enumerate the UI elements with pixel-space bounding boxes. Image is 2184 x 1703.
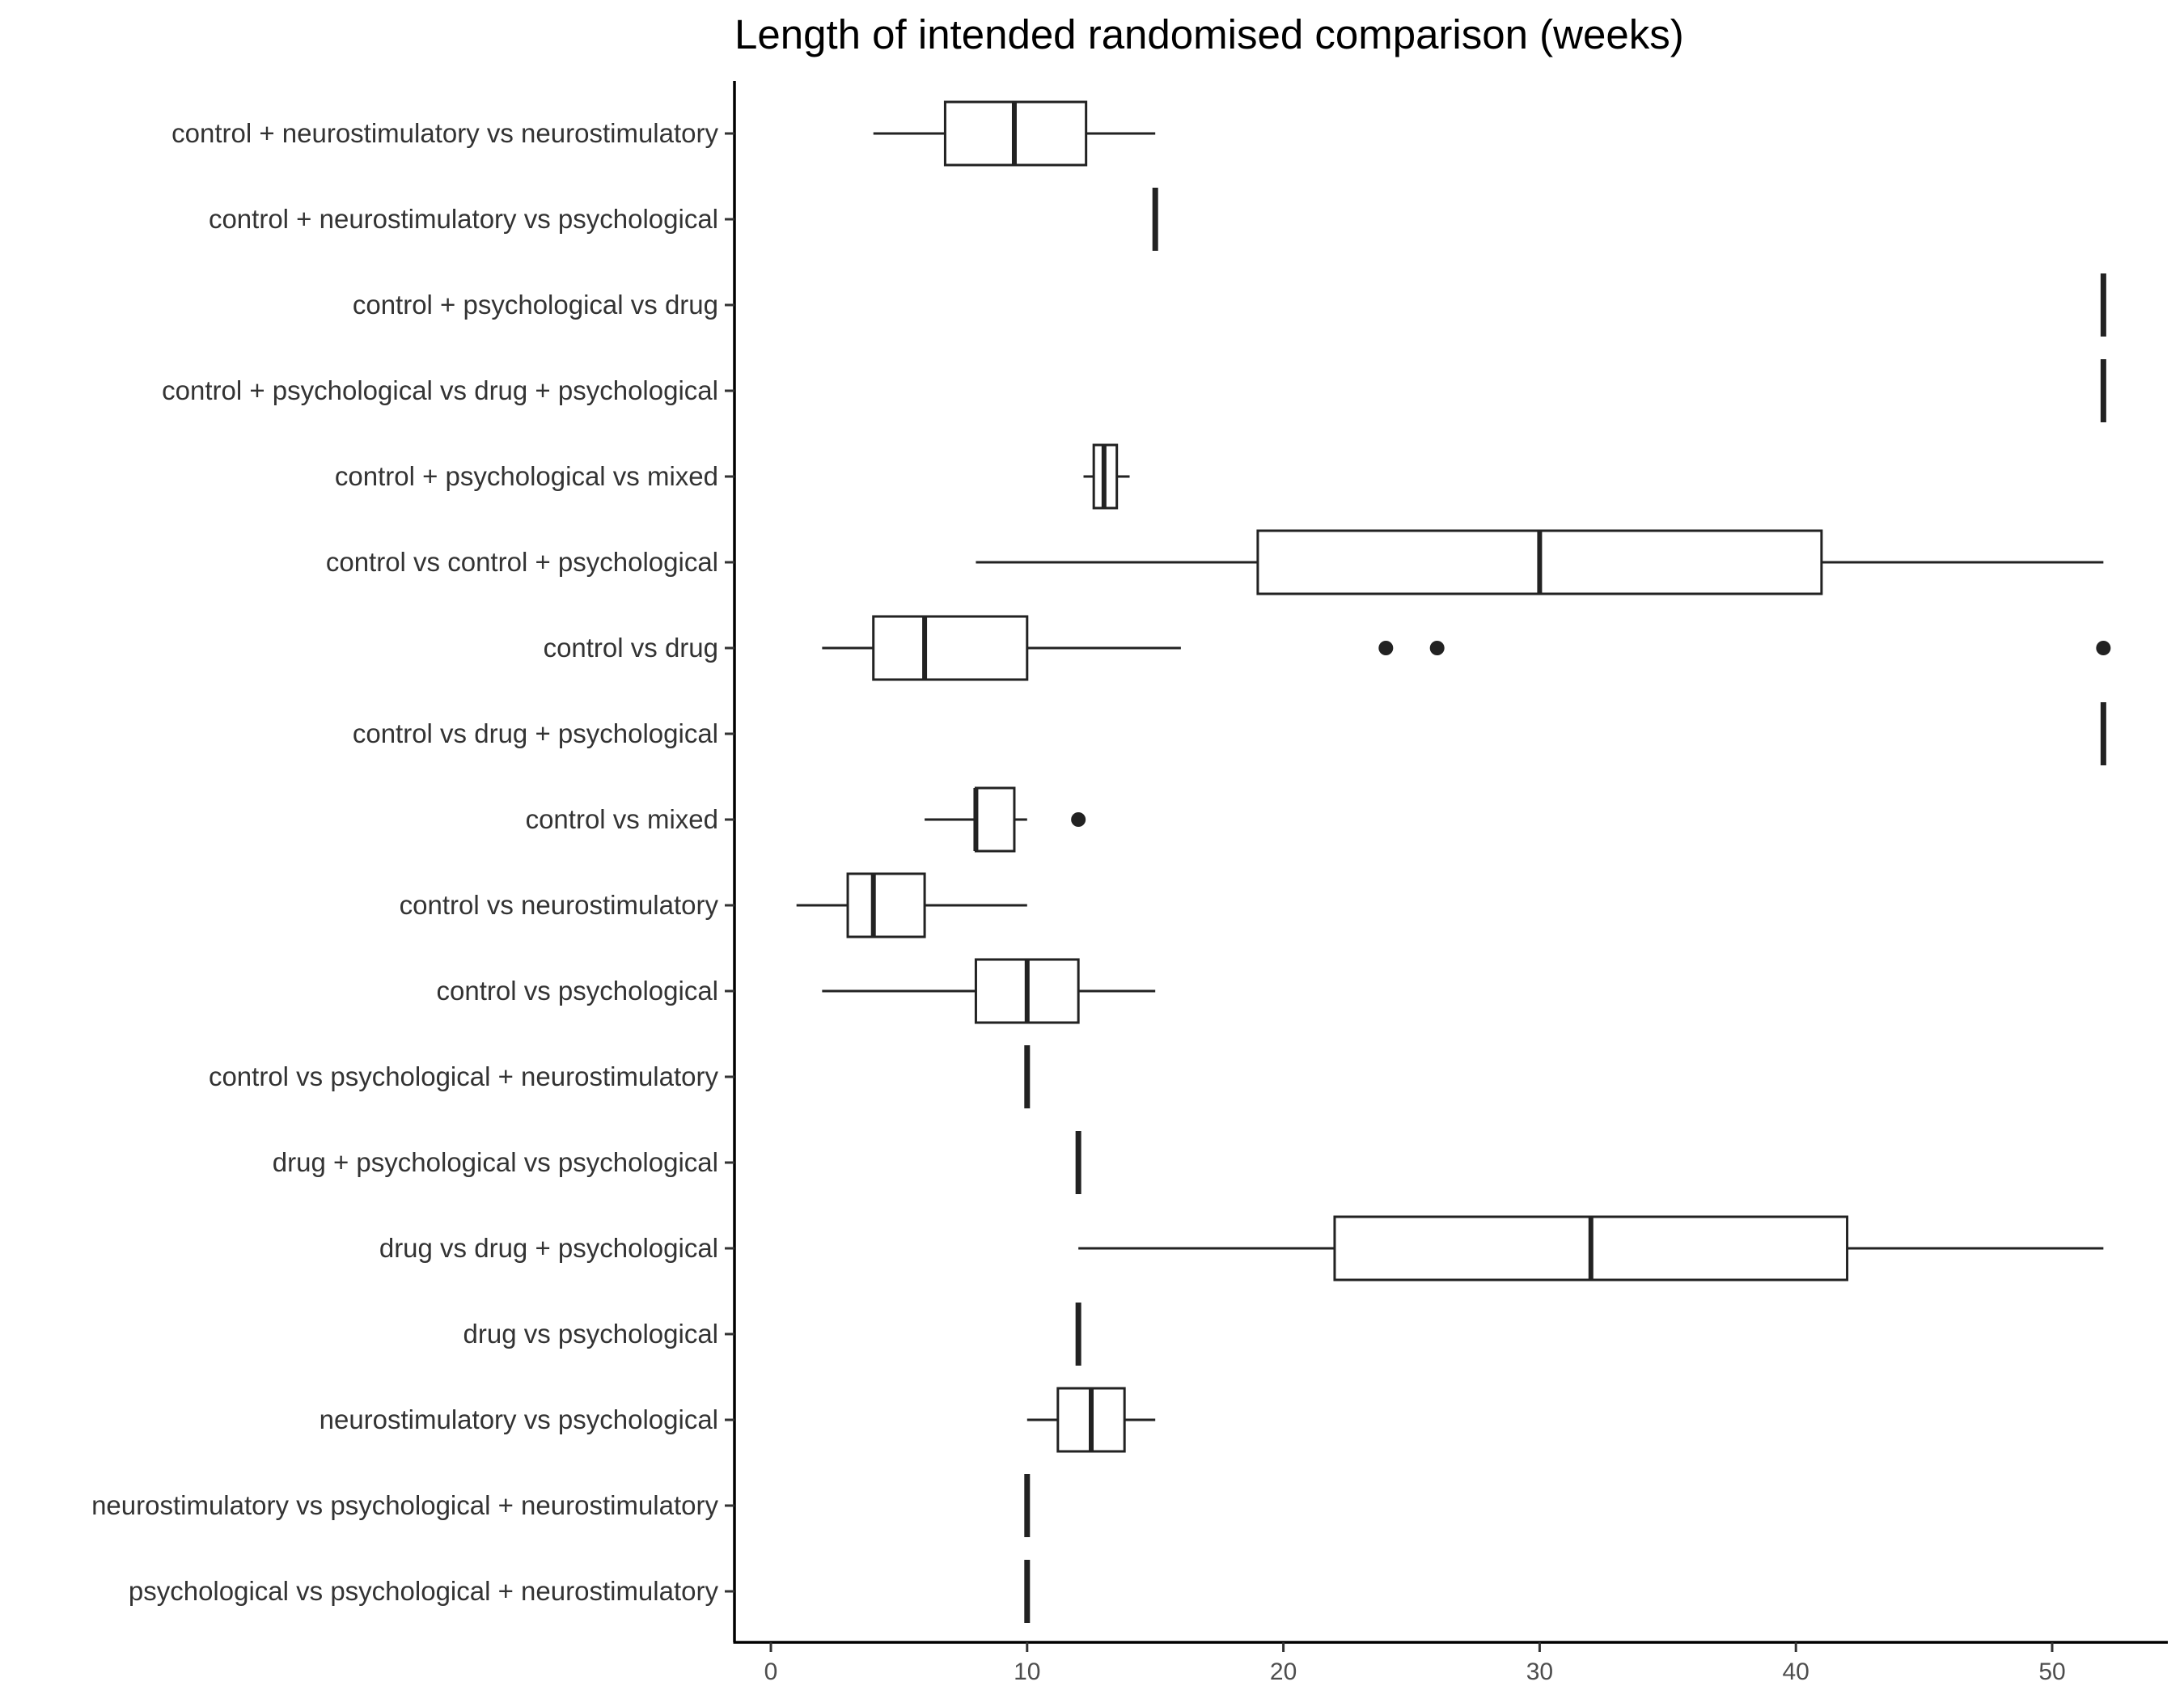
x-tick-label: 0: [764, 1659, 778, 1685]
category-label: control vs drug: [544, 633, 718, 663]
x-tick-label: 10: [1014, 1659, 1040, 1685]
x-axis-ticks: 0 10 20 30 40 50: [764, 1642, 2066, 1685]
box-iqr: [872, 615, 1029, 681]
category-label: control + neurostimulatory vs neurostimu…: [171, 118, 718, 148]
category-label: psychological vs psychological + neurost…: [129, 1576, 719, 1606]
category-label: control vs drug + psychological: [353, 718, 718, 748]
category-label: control vs psychological: [437, 976, 719, 1006]
category-label: neurostimulatory vs psychological: [320, 1404, 718, 1434]
box-group: [1078, 1215, 2104, 1281]
box-group: [873, 100, 1156, 167]
category-label: drug vs drug + psychological: [379, 1233, 718, 1263]
x-tick-label: 50: [2038, 1659, 2065, 1685]
boxes: [796, 100, 2111, 1623]
outlier-point: [1378, 641, 1394, 655]
x-tick-label: 30: [1526, 1659, 1553, 1685]
category-label: control + psychological vs mixed: [335, 461, 718, 491]
category-label: control + psychological vs drug + psycho…: [162, 375, 718, 405]
outlier-point: [2096, 641, 2111, 655]
x-tick-label: 20: [1270, 1659, 1297, 1685]
box-iqr: [846, 872, 926, 938]
box-group: [1026, 1387, 1156, 1453]
category-label: control vs psychological + neurostimulat…: [209, 1061, 719, 1091]
box-iqr: [974, 786, 1016, 853]
axes: [733, 81, 2168, 1644]
x-tick-label: 40: [1783, 1659, 1809, 1685]
box-group: [796, 872, 1027, 938]
outlier-point: [1071, 812, 1086, 827]
category-label: control + neurostimulatory vs psychologi…: [209, 204, 718, 234]
box-group: [976, 529, 2104, 595]
box-group: [822, 615, 2111, 681]
category-label: control vs control + psychological: [326, 547, 718, 577]
category-labels: control + neurostimulatory vs neurostimu…: [91, 118, 734, 1606]
category-label: drug vs psychological: [463, 1319, 719, 1349]
category-label: drug + psychological vs psychological: [273, 1147, 718, 1177]
box-group: [822, 958, 1156, 1024]
category-label: neurostimulatory vs psychological + neur…: [91, 1490, 718, 1520]
outlier-point: [1429, 641, 1445, 655]
category-label: control + psychological vs drug: [353, 290, 718, 320]
category-label: control vs mixed: [526, 804, 718, 834]
box-group: [925, 786, 1086, 853]
chart-title: Length of intended randomised comparison…: [734, 11, 1684, 57]
category-label: control vs neurostimulatory: [400, 890, 719, 920]
box-group: [1083, 443, 1130, 510]
